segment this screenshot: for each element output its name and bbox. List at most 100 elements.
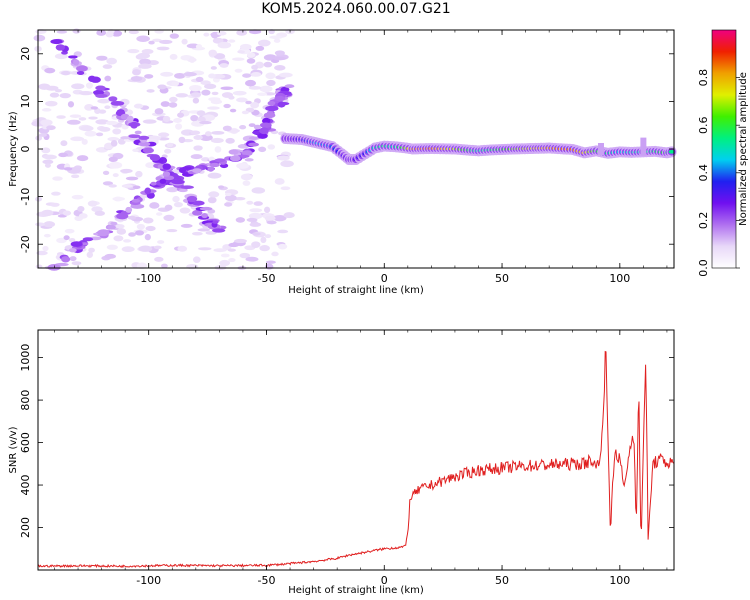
spectrogram-blob (237, 50, 246, 54)
spectrogram-blob (212, 220, 219, 224)
spectrogram-blob (263, 61, 273, 68)
spectrogram-y-tick-label: 20 (19, 47, 32, 61)
spectrogram-blob (154, 256, 164, 262)
spectrogram-blob (169, 53, 178, 60)
spectrogram-blob (95, 85, 106, 91)
spectrogram-blob (54, 53, 68, 60)
spectrogram-blob (33, 34, 46, 42)
colorbar-tick-label: 0.0 (697, 259, 710, 277)
spectrogram-blob (274, 178, 285, 185)
spectrogram-blob (73, 51, 82, 58)
spectrogram-blob (136, 35, 150, 42)
spectrogram-blob (236, 97, 248, 103)
spectrogram-blob (159, 39, 173, 45)
spectrogram-blob (219, 63, 229, 68)
spectrogram-blob (225, 137, 235, 144)
spectrogram-blob (263, 112, 276, 119)
spectrogram-blob (253, 124, 262, 130)
spectrogram-blob (169, 33, 180, 39)
spectrogram-blob (180, 223, 193, 228)
spectrogram-blob (190, 92, 202, 98)
spectrogram-blob (280, 186, 291, 191)
spectrogram-blob (212, 37, 224, 44)
spectrogram-blob (132, 185, 141, 190)
spectrogram-blob (56, 30, 68, 34)
spectrogram-x-tick-label: 100 (609, 272, 630, 285)
spectrogram-blob (207, 106, 220, 110)
spectrogram-blob (267, 100, 276, 106)
spectrogram-blob (171, 81, 179, 87)
spectrogram-blob (274, 65, 286, 71)
spectrogram-blob (264, 234, 272, 239)
spectrogram-blob (175, 93, 188, 98)
spectrogram-blob (207, 166, 215, 172)
spectrogram-blob (265, 72, 276, 80)
spectrogram-blob (239, 125, 247, 130)
spectrogram-blob (128, 134, 141, 139)
spectrogram-blob (257, 92, 268, 96)
spectrogram-blob (141, 49, 154, 55)
spectrogram-blob (158, 132, 170, 138)
spectrogram-blob (55, 44, 66, 51)
spectrogram-blob (45, 85, 59, 91)
spectrogram-blob (144, 233, 151, 241)
spectrogram-blob (245, 100, 252, 105)
spectrogram-blob (35, 222, 46, 227)
spectrogram-blob (213, 53, 226, 60)
spectrogram-blob (154, 108, 164, 115)
spectrogram-blob (95, 132, 104, 137)
spectrogram-blob (207, 172, 222, 179)
spectrogram-y-axis-label: Frequency (Hz) (8, 111, 19, 187)
spectrogram-blob (276, 155, 290, 161)
spectrogram-blob (168, 102, 178, 108)
spectrogram-blob (243, 174, 251, 178)
spectrogram-blob (159, 178, 167, 184)
spectrogram-blob (127, 215, 137, 220)
spectrogram-blob (128, 232, 136, 237)
spectrogram-blob (88, 116, 98, 120)
spectrogram-blob (166, 187, 179, 193)
spectrogram-blob (175, 123, 183, 130)
spectrogram-blob (120, 168, 133, 174)
snr-x-tick-label: -100 (136, 574, 161, 587)
spectrogram-blob (273, 56, 287, 61)
spectrogram-blob (277, 101, 286, 108)
spectrogram-blob (71, 83, 85, 90)
spectrogram-blob (189, 84, 202, 92)
spectrogram-blob (262, 117, 271, 124)
spectrogram-blob (58, 152, 69, 158)
spectrogram-blob (134, 130, 142, 135)
spectrogram-x-tick-label: 0 (381, 272, 388, 285)
spectrogram-blob (77, 206, 85, 212)
spectrogram-blob (190, 130, 201, 135)
spectrogram-blob (201, 89, 211, 96)
spectrogram-blob (205, 231, 217, 235)
spectrogram-blob (259, 122, 272, 128)
spectrogram-blob (138, 141, 151, 147)
spectrogram-blob (172, 195, 180, 203)
spectrogram-blob (234, 196, 246, 201)
spectrogram-blob (105, 31, 114, 38)
spectrogram-blob (173, 118, 182, 124)
spectrogram-blob (145, 225, 156, 232)
spectrogram-blob (257, 133, 268, 139)
spectrogram-blob (41, 209, 54, 217)
spectrogram-blob (110, 139, 118, 147)
snr-y-axis-label: SNR (v/v) (8, 426, 19, 473)
spectrogram-blob (223, 103, 231, 109)
spectrogram-blob (242, 73, 252, 78)
spectrogram-blob (277, 229, 289, 234)
spectrogram-blob (50, 39, 63, 45)
spectrogram-blob (227, 39, 236, 43)
spectrogram-blob (164, 204, 173, 211)
spectrogram-blob (86, 251, 94, 258)
spectrogram-blob (41, 108, 52, 112)
spectrogram-blob (248, 85, 262, 90)
spectrogram-blob (265, 105, 279, 112)
spectrogram-blob (76, 70, 85, 75)
spectrogram-blob (228, 149, 239, 155)
spectrogram-blob (277, 243, 288, 250)
page-title: KOM5.2024.060.00.07.G21 (261, 1, 451, 17)
